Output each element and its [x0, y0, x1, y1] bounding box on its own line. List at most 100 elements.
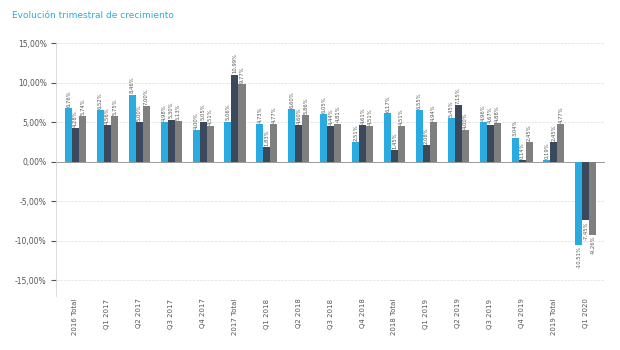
Text: 4,28%: 4,28% [73, 110, 78, 126]
Text: 7,00%: 7,00% [144, 89, 149, 105]
Text: -10,51%: -10,51% [577, 246, 582, 268]
Text: 4,77%: 4,77% [272, 106, 277, 122]
Text: 4,00%: 4,00% [463, 112, 467, 129]
Bar [352, 142, 359, 161]
Text: 5,45%: 5,45% [449, 101, 454, 117]
Bar [494, 123, 501, 161]
Text: 4,51%: 4,51% [208, 108, 213, 125]
Bar [200, 121, 206, 161]
Bar [398, 126, 405, 161]
Text: 5,75%: 5,75% [112, 98, 117, 115]
Bar [136, 122, 143, 161]
Bar [544, 160, 551, 161]
Bar [526, 142, 533, 161]
Bar [575, 161, 582, 245]
Bar [416, 110, 423, 161]
Text: 8,46%: 8,46% [130, 77, 135, 93]
Bar [231, 75, 239, 161]
Text: 2,45%: 2,45% [551, 124, 557, 141]
Bar [143, 106, 150, 161]
Bar [206, 126, 214, 161]
Bar [97, 110, 104, 161]
Bar [256, 124, 264, 161]
Text: 4,51%: 4,51% [399, 108, 404, 125]
Text: 6,76%: 6,76% [66, 90, 71, 107]
Bar [327, 126, 334, 161]
Bar [72, 128, 79, 161]
Bar [480, 122, 487, 161]
Bar [582, 161, 590, 220]
Bar [384, 113, 391, 161]
Text: 9,77%: 9,77% [239, 66, 244, 83]
Text: 1,45%: 1,45% [392, 132, 397, 149]
Bar [423, 145, 430, 161]
Text: 5,06%: 5,06% [226, 104, 231, 120]
Bar [79, 116, 86, 161]
Text: 5,13%: 5,13% [175, 103, 180, 120]
Text: -7,45%: -7,45% [583, 222, 588, 240]
Text: 5,30%: 5,30% [169, 102, 174, 118]
Bar [518, 160, 526, 161]
Bar [590, 161, 596, 235]
Bar [366, 126, 373, 161]
Text: 4,94%: 4,94% [431, 105, 436, 121]
Text: 4,61%: 4,61% [360, 107, 365, 124]
Bar [320, 114, 327, 161]
Text: 4,73%: 4,73% [257, 106, 262, 123]
Text: 6,55%: 6,55% [417, 92, 422, 108]
Bar [448, 118, 454, 161]
Text: 2,51%: 2,51% [353, 124, 358, 140]
Bar [557, 124, 564, 161]
Text: 4,96%: 4,96% [480, 105, 485, 121]
Bar [224, 121, 231, 161]
Bar [175, 121, 182, 161]
Text: 5,74%: 5,74% [80, 98, 85, 115]
Text: 4,88%: 4,88% [495, 105, 500, 122]
Text: 5,86%: 5,86% [303, 97, 308, 114]
Text: 4,00%: 4,00% [193, 112, 198, 129]
Bar [334, 124, 341, 161]
Text: 0,19%: 0,19% [544, 142, 549, 159]
Bar [288, 109, 295, 161]
Text: 6,17%: 6,17% [385, 95, 390, 112]
Bar [430, 122, 437, 161]
Text: 6,05%: 6,05% [321, 96, 326, 113]
Bar [111, 116, 118, 161]
Text: 1,83%: 1,83% [264, 130, 269, 146]
Text: 4,98%: 4,98% [162, 104, 167, 121]
Bar [161, 122, 167, 161]
Text: Evolución trimestral de crecimiento: Evolución trimestral de crecimiento [12, 10, 174, 20]
Text: 3,04%: 3,04% [513, 120, 518, 136]
Text: 10,99%: 10,99% [232, 54, 237, 74]
Bar [551, 142, 557, 161]
Text: 4,67%: 4,67% [488, 107, 493, 124]
Text: 7,15%: 7,15% [456, 87, 461, 104]
Text: 5,00%: 5,00% [137, 104, 142, 121]
Bar [454, 105, 462, 161]
Text: 4,60%: 4,60% [296, 107, 301, 124]
Text: 6,52%: 6,52% [98, 92, 103, 109]
Bar [167, 120, 175, 161]
Text: 4,56%: 4,56% [105, 108, 110, 124]
Bar [104, 126, 111, 161]
Text: 4,44%: 4,44% [328, 108, 333, 125]
Text: -9,26%: -9,26% [590, 236, 595, 254]
Text: 4,81%: 4,81% [335, 106, 340, 122]
Text: 5,05%: 5,05% [201, 104, 206, 120]
Bar [270, 124, 277, 161]
Text: 4,77%: 4,77% [559, 106, 564, 122]
Bar [129, 95, 136, 161]
Bar [193, 130, 200, 161]
Bar [487, 125, 494, 161]
Bar [239, 84, 246, 161]
Text: 2,45%: 2,45% [526, 124, 531, 141]
Bar [359, 125, 366, 161]
Bar [462, 130, 469, 161]
Text: 6,60%: 6,60% [290, 92, 294, 108]
Text: 0,14%: 0,14% [520, 142, 525, 159]
Bar [264, 147, 270, 161]
Bar [295, 125, 303, 161]
Bar [391, 150, 398, 161]
Bar [303, 115, 309, 161]
Bar [512, 138, 518, 161]
